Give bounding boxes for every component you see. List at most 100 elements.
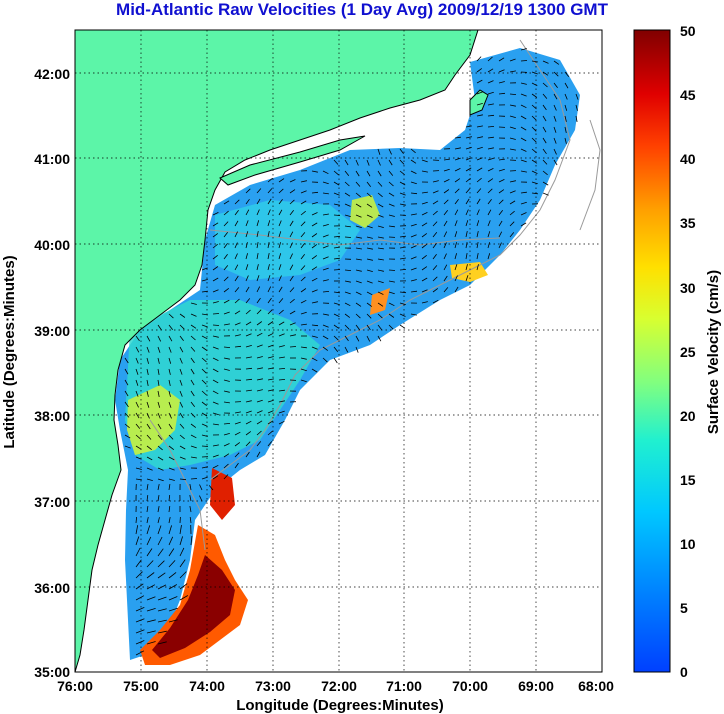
current-vector [278, 264, 282, 271]
current-vector [432, 265, 438, 271]
current-vector [432, 221, 438, 227]
current-vector [454, 275, 458, 282]
current-vector [454, 264, 458, 271]
current-vector [443, 158, 450, 161]
current-vector [168, 434, 174, 440]
current-vector [168, 548, 175, 557]
current-vector [509, 70, 516, 73]
current-vector [476, 264, 479, 271]
current-vector [190, 357, 195, 364]
current-vector [256, 253, 259, 260]
current-vector [553, 115, 557, 122]
current-vector [234, 442, 241, 447]
current-vector [278, 286, 283, 293]
current-vector [421, 212, 428, 216]
current-vector [542, 126, 547, 133]
current-vector [487, 68, 494, 73]
current-vector [443, 199, 449, 205]
current-vector [201, 401, 207, 407]
x-tick-label: 73:00 [255, 678, 291, 694]
current-vector [531, 104, 537, 110]
current-vector [168, 324, 174, 330]
current-vector [443, 189, 450, 194]
current-vector [190, 390, 195, 397]
current-vector [146, 390, 149, 397]
current-vector [278, 178, 285, 183]
current-vector [498, 69, 505, 73]
current-vector [377, 203, 384, 208]
current-vector [223, 474, 229, 480]
current-vector [300, 288, 307, 293]
current-vector [454, 178, 461, 183]
current-vector [212, 464, 219, 469]
current-vector [531, 115, 537, 121]
current-vector [531, 93, 538, 98]
current-vector [157, 379, 160, 386]
field-core-south [152, 555, 235, 658]
current-vector [278, 198, 283, 205]
current-vector [553, 126, 557, 133]
current-vector [234, 452, 240, 458]
current-vector [520, 60, 528, 62]
x-tick-label: 74:00 [189, 678, 225, 694]
current-vector [553, 71, 559, 77]
current-vector [223, 299, 230, 304]
current-vector [223, 200, 230, 205]
current-vector [168, 536, 174, 546]
current-vector [201, 346, 208, 351]
current-vector [146, 560, 154, 568]
y-axis: 42:00 41:00 40:00 39:00 38:00 37:00 36:0… [1, 66, 70, 680]
current-vector [278, 400, 285, 403]
current-vector [388, 148, 392, 155]
current-vector [190, 456, 197, 459]
current-vector [344, 280, 351, 283]
current-vector [179, 547, 185, 557]
current-vector [366, 302, 373, 307]
current-vector [476, 177, 482, 183]
current-vector [289, 264, 294, 271]
current-vector [223, 453, 230, 458]
current-vector [278, 420, 285, 425]
current-vector [377, 148, 381, 155]
current-vector [410, 267, 417, 271]
current-vector [124, 368, 129, 375]
current-vector [421, 254, 427, 260]
current-vector [157, 548, 164, 557]
current-vector [520, 148, 527, 152]
current-vector [399, 235, 406, 238]
current-vector [432, 210, 438, 216]
current-vector [256, 399, 263, 403]
current-vector [564, 104, 568, 111]
current-vector [487, 231, 491, 238]
current-vector [410, 245, 417, 249]
current-vector [212, 222, 219, 227]
current-vector [256, 332, 263, 337]
colorbar-label: Surface Velocity (cm/s) [705, 270, 722, 434]
current-vector [344, 269, 352, 271]
current-vector [135, 423, 141, 429]
current-vector [278, 410, 285, 414]
current-vector [157, 368, 160, 375]
current-vector [289, 334, 296, 337]
current-vector [223, 242, 228, 249]
current-vector [421, 266, 428, 271]
current-vector [531, 192, 538, 195]
y-tick-label: 35:00 [34, 664, 70, 680]
current-vector [157, 445, 163, 451]
current-vector [432, 232, 438, 238]
current-vector [256, 209, 260, 216]
current-vector [146, 346, 150, 353]
current-vector [300, 311, 307, 315]
current-vector [245, 275, 249, 282]
current-vector [355, 159, 359, 166]
current-vector [157, 641, 167, 645]
colorbar-tick-label: 15 [680, 472, 696, 488]
current-vector [190, 434, 197, 439]
current-vector [234, 462, 239, 469]
current-vector [487, 220, 491, 227]
current-vector [454, 188, 460, 194]
y-tick-label: 39:00 [34, 323, 70, 339]
current-vector [212, 233, 219, 238]
current-vector [333, 291, 340, 294]
current-vector [189, 495, 192, 502]
